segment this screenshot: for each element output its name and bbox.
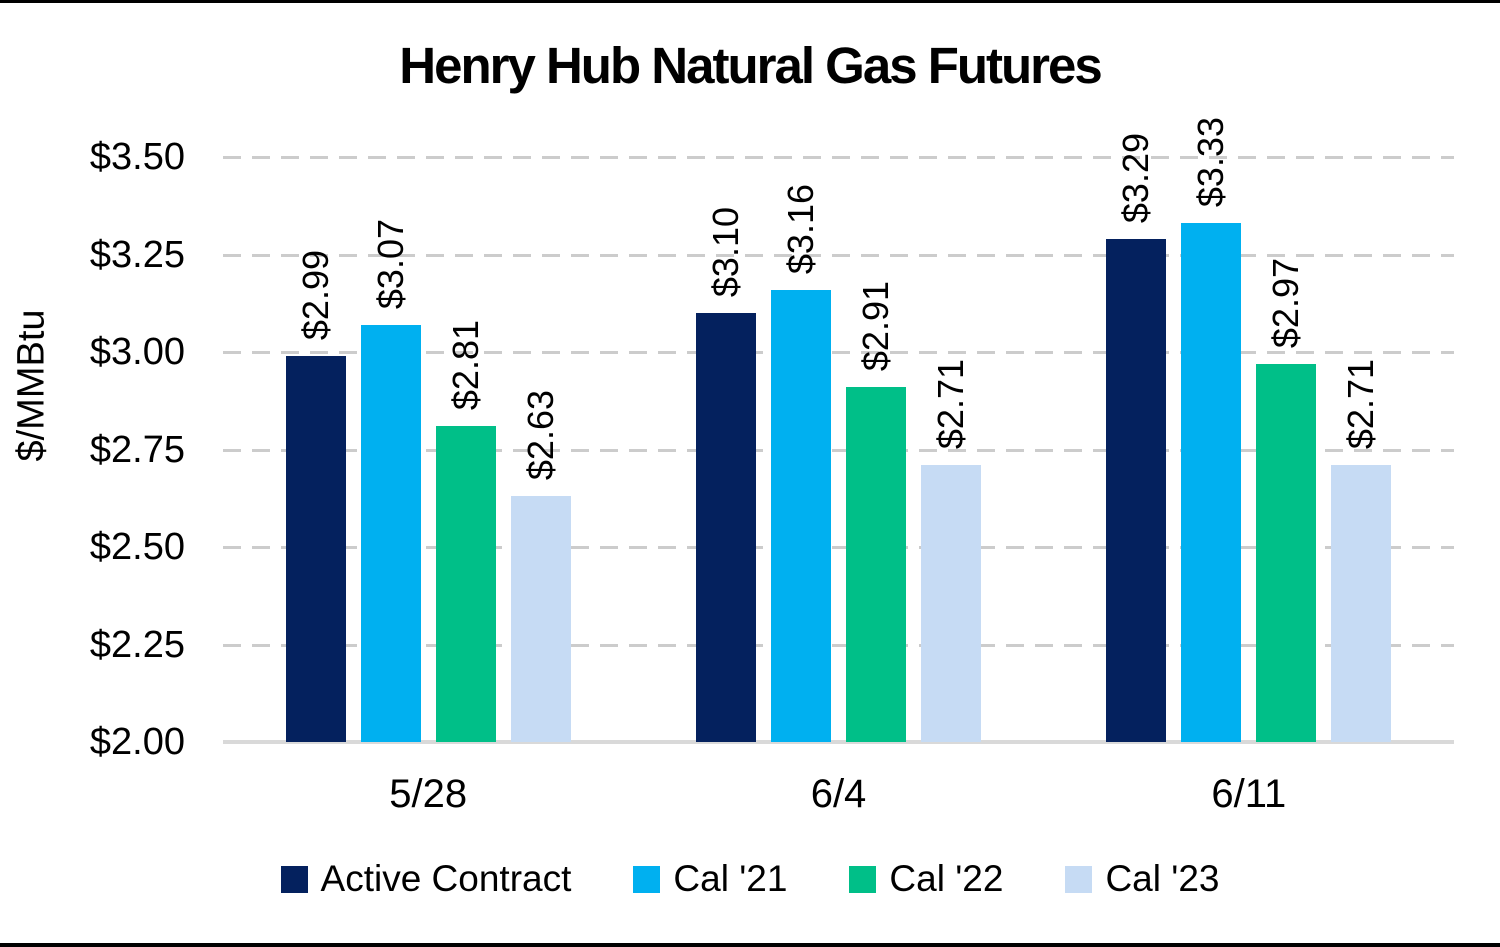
legend-marker-cal-21 <box>633 865 661 893</box>
legend-marker-cal-22 <box>849 865 877 893</box>
bar-rect <box>1331 465 1392 742</box>
bar-rect <box>510 496 571 742</box>
y-tick-label: $2.25 <box>89 623 185 666</box>
bar-rect <box>921 465 981 742</box>
gridline <box>223 156 1454 159</box>
bar-group-5-28: $2.99 $3.07 $2.81 $2.63 <box>285 157 571 742</box>
plot-area: $2.99 $3.07 $2.81 $2.63 $3.10 $3.16 $2.91 $2.71… <box>223 117 1454 744</box>
y-tick-label: $2.00 <box>89 721 185 763</box>
bar-rect <box>435 426 496 742</box>
legend-marker-cal-23 <box>1065 865 1093 893</box>
bar-rect <box>771 289 831 742</box>
bar-cal-21-6-11: $3.33 <box>1181 117 1242 742</box>
bar-group-6-4: $3.10 $3.16 $2.91 $2.71 <box>696 157 981 742</box>
bar-cal-22-6-4: $2.91 <box>846 281 906 742</box>
legend-marker-active-contract <box>280 865 308 893</box>
bar-value-label: $3.16 <box>780 183 821 274</box>
bar-value-label: $3.33 <box>1190 117 1232 208</box>
y-tick-label: $3.25 <box>89 233 185 276</box>
bar-rect <box>285 355 346 742</box>
bar-value-label: $3.10 <box>705 206 746 297</box>
bar-value-label: $2.99 <box>294 249 336 340</box>
x-axis-category-labels: 5/28 6/4 6/11 <box>223 772 1454 822</box>
legend-label: Cal '23 <box>1105 858 1220 899</box>
bar-cal-23-5-28: $2.63 <box>510 390 571 742</box>
y-tick-label: $3.00 <box>89 331 185 373</box>
bar-value-label: $3.07 <box>369 218 411 309</box>
bar-cal-21-6-4: $3.16 <box>771 184 831 742</box>
bar-rect <box>1181 223 1242 742</box>
gridline <box>223 546 1454 549</box>
bar-cal-22-5-28: $2.81 <box>435 320 496 742</box>
bar-value-label: $2.97 <box>1265 257 1307 348</box>
y-tick-label: $3.50 <box>89 136 185 178</box>
x-category-label-5-28: 5/28 <box>389 772 468 816</box>
frame-border-bottom <box>0 943 1500 947</box>
x-category-label-6-4: 6/4 <box>810 772 867 816</box>
legend-item-cal-23: Cal '23 <box>1065 858 1219 900</box>
bar-value-label: $2.91 <box>855 281 896 372</box>
bar-rect <box>696 313 756 742</box>
legend-label: Cal '22 <box>889 858 1004 899</box>
x-axis-baseline <box>223 740 1454 744</box>
frame-border-top <box>0 0 1500 3</box>
gridline <box>223 253 1454 257</box>
bar-cal-21-5-28: $3.07 <box>360 219 421 742</box>
y-tick-label: $2.50 <box>89 526 185 568</box>
legend-label: Cal '21 <box>673 858 788 899</box>
bar-value-label: $2.63 <box>519 390 561 481</box>
bar-rect <box>1256 363 1317 742</box>
bar-cal-23-6-4: $2.71 <box>921 359 981 742</box>
legend-item-cal-22: Cal '22 <box>849 858 1003 900</box>
y-axis-tick-labels: $2.00 $2.25 $2.50 $2.75 $3.00 $3.25 $3.50 <box>0 0 185 947</box>
bar-active-contract-6-4: $3.10 <box>696 207 756 742</box>
bar-rect <box>1106 238 1167 742</box>
bar-active-contract-5-28: $2.99 <box>285 250 346 742</box>
legend: Active Contract Cal '21 Cal '22 Cal '23 <box>0 858 1500 900</box>
bar-rect <box>360 324 421 742</box>
bar-value-label: $2.71 <box>930 359 971 450</box>
bar-group-6-11: $3.29 $3.33 $2.97 $2.71 <box>1106 117 1392 742</box>
gridline <box>223 643 1454 647</box>
bar-value-label: $2.71 <box>1340 359 1382 450</box>
legend-item-cal-21: Cal '21 <box>633 858 787 900</box>
bar-cal-22-6-11: $2.97 <box>1256 258 1317 742</box>
y-tick-label: $2.75 <box>89 428 185 471</box>
bar-rect <box>846 387 906 742</box>
legend-label: Active Contract <box>320 858 572 899</box>
gridline <box>223 351 1454 354</box>
legend-item-active-contract: Active Contract <box>280 858 572 900</box>
bar-active-contract-6-11: $3.29 <box>1106 133 1167 742</box>
bar-cal-23-6-11: $2.71 <box>1331 359 1392 742</box>
gridline <box>223 448 1454 452</box>
chart-title: Henry Hub Natural Gas Futures <box>399 37 1103 94</box>
bar-value-label: $3.29 <box>1115 132 1157 223</box>
x-category-label-6-11: 6/11 <box>1211 772 1287 816</box>
bar-value-label: $2.81 <box>444 320 486 411</box>
